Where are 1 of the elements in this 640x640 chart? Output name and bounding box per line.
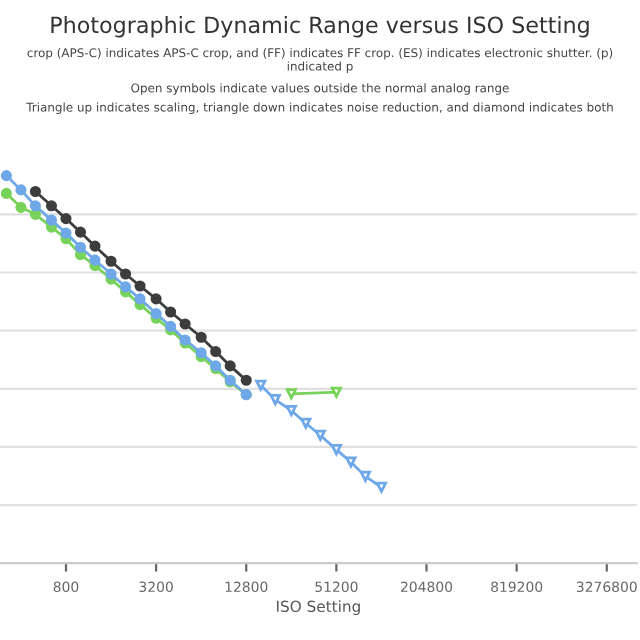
chart-title: Photographic Dynamic Range versus ISO Setting xyxy=(51,16,589,38)
